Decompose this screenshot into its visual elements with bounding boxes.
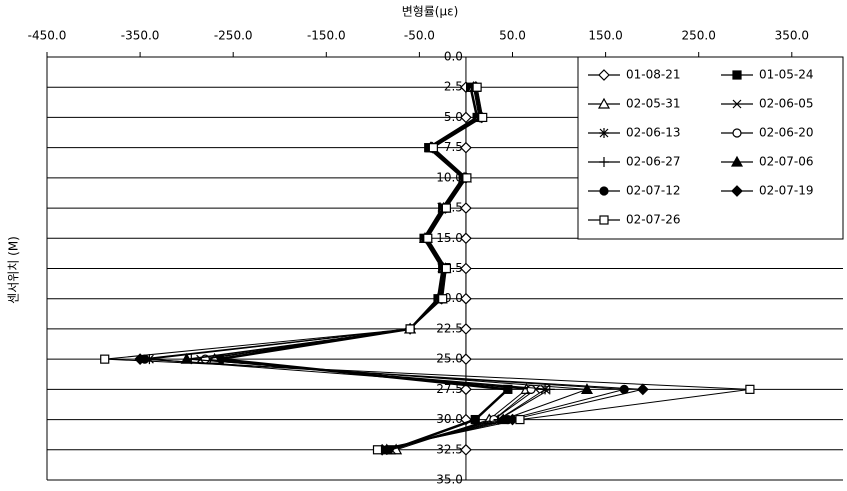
marker bbox=[598, 69, 610, 81]
marker bbox=[460, 383, 472, 396]
legend-label: 02-07-06 bbox=[759, 155, 813, 169]
marker bbox=[599, 128, 609, 138]
marker bbox=[441, 203, 451, 213]
marker bbox=[599, 157, 609, 167]
marker bbox=[478, 112, 488, 123]
marker bbox=[745, 384, 755, 394]
legend-label: 02-06-05 bbox=[759, 97, 813, 111]
marker bbox=[515, 414, 525, 425]
x-tick-label: 150.0 bbox=[588, 29, 622, 43]
legend-label: 02-06-13 bbox=[626, 126, 680, 140]
marker bbox=[460, 443, 472, 456]
legend-label: 02-06-27 bbox=[626, 155, 680, 169]
y-tick-label: 27.5 bbox=[436, 382, 463, 396]
marker bbox=[526, 384, 536, 394]
y-tick-label: 2.5 bbox=[444, 80, 463, 94]
y-tick-label: 7.5 bbox=[444, 140, 463, 154]
y-tick-label: 22.5 bbox=[436, 321, 463, 335]
marker bbox=[460, 202, 472, 214]
marker bbox=[470, 414, 480, 425]
y-tick-label: 25.0 bbox=[436, 352, 463, 366]
y-tick-label: 5.0 bbox=[444, 110, 463, 124]
x-tick-label: 250.0 bbox=[682, 29, 716, 43]
legend-label: 01-08-21 bbox=[626, 68, 680, 82]
marker bbox=[472, 82, 482, 92]
x-tick-label: -450.0 bbox=[28, 29, 67, 43]
marker bbox=[460, 232, 472, 245]
marker bbox=[619, 384, 629, 394]
marker bbox=[599, 215, 609, 225]
marker bbox=[460, 323, 472, 335]
x-tick-label: -150.0 bbox=[307, 29, 346, 43]
marker bbox=[460, 141, 472, 154]
marker bbox=[405, 324, 415, 334]
marker bbox=[460, 292, 472, 305]
x-tick-label: -350.0 bbox=[121, 29, 160, 43]
y-tick-label: 35.0 bbox=[436, 473, 463, 487]
legend-label: 02-07-26 bbox=[626, 213, 680, 227]
y-tick-label: 32.5 bbox=[436, 442, 463, 456]
marker bbox=[732, 70, 742, 80]
chart-title: 변형률(με) bbox=[402, 5, 459, 19]
x-tick-label: -250.0 bbox=[214, 29, 253, 43]
marker bbox=[100, 354, 110, 364]
marker bbox=[732, 99, 742, 109]
marker bbox=[599, 186, 609, 196]
x-tick-label: 350.0 bbox=[775, 29, 809, 43]
marker bbox=[732, 128, 742, 138]
marker bbox=[441, 263, 451, 274]
legend-label: 02-07-19 bbox=[759, 184, 813, 198]
marker bbox=[423, 233, 433, 243]
legend: 01-08-21 01-05-24 02-05-31 02-06-05 02-06-13… bbox=[577, 56, 844, 240]
marker bbox=[462, 173, 472, 183]
marker bbox=[730, 155, 744, 167]
marker bbox=[460, 262, 472, 275]
y-axis-label: 센서위치 (M) bbox=[7, 236, 21, 304]
marker bbox=[580, 383, 593, 394]
marker bbox=[544, 384, 555, 395]
legend-label: 02-06-20 bbox=[759, 126, 813, 140]
y-tick-label: 15.0 bbox=[436, 231, 463, 245]
x-tick-label: 50.0 bbox=[499, 29, 526, 43]
marker bbox=[372, 445, 383, 455]
legend-box bbox=[577, 56, 844, 240]
series bbox=[100, 82, 755, 455]
y-tick-label: 30.0 bbox=[436, 412, 463, 426]
x-tick-label: -50.0 bbox=[404, 29, 435, 43]
legend-label: 02-05-31 bbox=[626, 97, 680, 111]
marker bbox=[428, 143, 438, 153]
marker bbox=[134, 353, 146, 365]
legend-label: 02-07-12 bbox=[626, 184, 680, 198]
marker bbox=[636, 383, 649, 396]
marker bbox=[460, 353, 472, 365]
marker bbox=[731, 185, 743, 197]
marker bbox=[460, 111, 472, 124]
y-tick-label: 10.0 bbox=[436, 170, 463, 184]
marker bbox=[438, 294, 448, 304]
marker bbox=[597, 97, 611, 109]
legend-label: 01-05-24 bbox=[759, 68, 813, 82]
